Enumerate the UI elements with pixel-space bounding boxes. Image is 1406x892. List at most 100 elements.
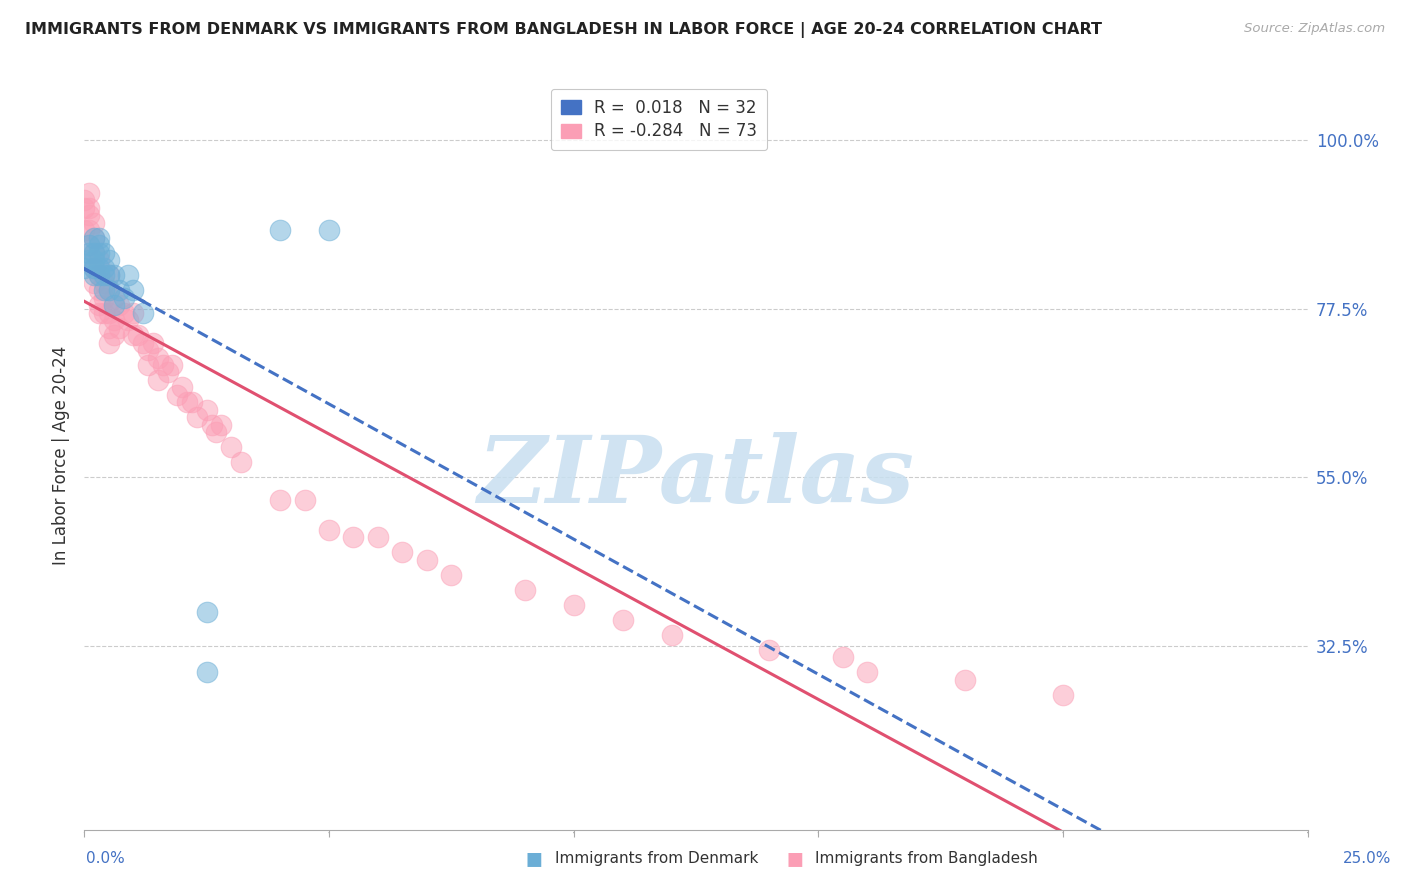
Legend: R =  0.018   N = 32, R = -0.284   N = 73: R = 0.018 N = 32, R = -0.284 N = 73 — [551, 88, 768, 151]
Point — [142, 335, 165, 350]
Point — [103, 328, 125, 343]
Point — [87, 268, 110, 282]
Point — [73, 223, 96, 237]
Point — [83, 260, 105, 275]
Point — [162, 358, 184, 372]
Point — [83, 230, 105, 244]
Point — [195, 403, 218, 417]
Point — [87, 238, 110, 252]
Point — [318, 523, 340, 537]
Point — [136, 343, 159, 357]
Point — [1052, 688, 1074, 702]
Point — [93, 245, 115, 260]
Point — [93, 268, 115, 282]
Point — [136, 358, 159, 372]
Point — [83, 260, 105, 275]
Point — [132, 305, 155, 319]
Point — [83, 245, 105, 260]
Point — [77, 223, 100, 237]
Point — [73, 201, 96, 215]
Point — [87, 230, 110, 244]
Point — [77, 253, 100, 268]
Point — [391, 545, 413, 559]
Point — [342, 530, 364, 544]
Point — [146, 351, 169, 365]
Point — [77, 208, 100, 222]
Point — [219, 441, 242, 455]
Text: ZIPatlas: ZIPatlas — [478, 433, 914, 523]
Point — [73, 193, 96, 207]
Point — [97, 268, 120, 282]
Point — [87, 260, 110, 275]
Text: Immigrants from Denmark: Immigrants from Denmark — [555, 851, 759, 865]
Point — [103, 298, 125, 312]
Point — [229, 455, 252, 469]
Point — [195, 605, 218, 619]
Point — [87, 298, 110, 312]
Point — [93, 276, 115, 290]
Point — [416, 553, 439, 567]
Text: Source: ZipAtlas.com: Source: ZipAtlas.com — [1244, 22, 1385, 36]
Point — [127, 328, 149, 343]
Point — [77, 245, 100, 260]
Text: 25.0%: 25.0% — [1343, 851, 1391, 865]
Point — [107, 283, 129, 297]
Text: ▪: ▪ — [785, 844, 804, 872]
Point — [87, 283, 110, 297]
Point — [77, 238, 100, 252]
Point — [103, 291, 125, 305]
Point — [87, 268, 110, 282]
Point — [83, 245, 105, 260]
Point — [172, 380, 194, 394]
Point — [87, 245, 110, 260]
Y-axis label: In Labor Force | Age 20-24: In Labor Force | Age 20-24 — [52, 345, 70, 565]
Point — [186, 410, 208, 425]
Text: Immigrants from Bangladesh: Immigrants from Bangladesh — [815, 851, 1038, 865]
Point — [83, 253, 105, 268]
Point — [367, 530, 389, 544]
Point — [562, 598, 585, 612]
Point — [117, 313, 139, 327]
Point — [200, 417, 222, 432]
Point — [107, 320, 129, 334]
Point — [97, 335, 120, 350]
Point — [318, 223, 340, 237]
Point — [661, 628, 683, 642]
Point — [83, 230, 105, 244]
Point — [166, 388, 188, 402]
Point — [83, 268, 105, 282]
Point — [612, 613, 634, 627]
Point — [77, 186, 100, 200]
Point — [181, 395, 204, 409]
Point — [97, 283, 120, 297]
Point — [97, 283, 120, 297]
Point — [122, 328, 145, 343]
Point — [953, 673, 976, 687]
Point — [112, 291, 135, 305]
Point — [831, 650, 853, 665]
Point — [112, 305, 135, 319]
Point — [856, 665, 879, 680]
Point — [77, 238, 100, 252]
Point — [269, 492, 291, 507]
Point — [117, 268, 139, 282]
Text: 0.0%: 0.0% — [86, 851, 125, 865]
Point — [77, 201, 100, 215]
Point — [107, 298, 129, 312]
Point — [146, 373, 169, 387]
Point — [83, 276, 105, 290]
Text: IMMIGRANTS FROM DENMARK VS IMMIGRANTS FROM BANGLADESH IN LABOR FORCE | AGE 20-24: IMMIGRANTS FROM DENMARK VS IMMIGRANTS FR… — [25, 22, 1102, 38]
Point — [513, 582, 536, 597]
Point — [156, 366, 179, 380]
Point — [758, 642, 780, 657]
Point — [87, 305, 110, 319]
Point — [152, 358, 174, 372]
Point — [122, 305, 145, 319]
Point — [97, 253, 120, 268]
Point — [269, 223, 291, 237]
Point — [93, 291, 115, 305]
Point — [97, 268, 120, 282]
Point — [209, 417, 232, 432]
Point — [205, 425, 228, 440]
Point — [73, 260, 96, 275]
